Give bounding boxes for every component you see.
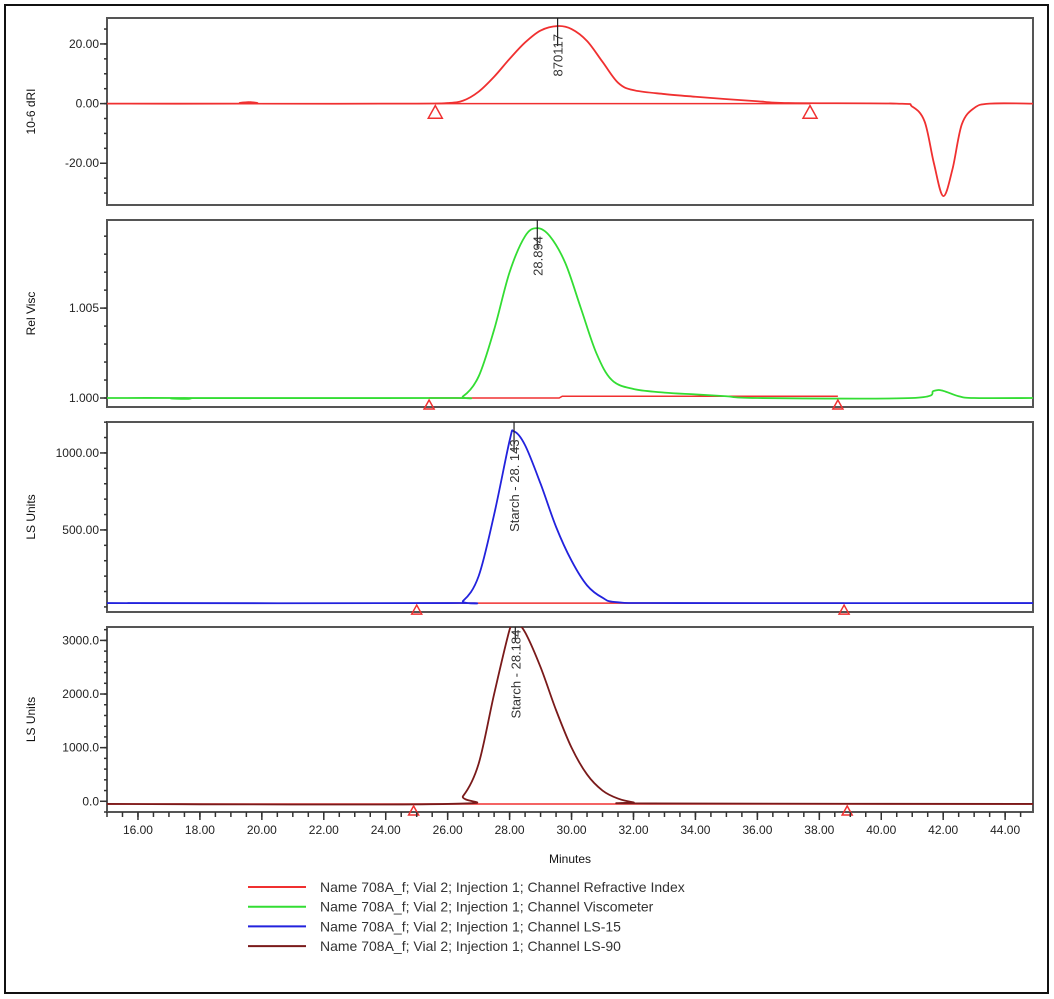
panel-3: 1000.00 500.00 LS Units Starch - 28. 143 (24, 421, 1034, 615)
y-tick-label: 2000.0 (62, 687, 99, 701)
x-tick-label: 32.00 (618, 823, 648, 837)
panel-1: 20.00 0.00 -20.00 10-6 dRI 870117 (24, 17, 1034, 206)
y-axis-title: LS Units (24, 697, 38, 742)
x-tick-label: 40.00 (866, 823, 896, 837)
x-tick-label: 26.00 (433, 823, 463, 837)
legend: Name 708A_f; Vial 2; Injection 1; Channe… (248, 879, 685, 954)
y-axis-title: 10-6 dRI (24, 88, 38, 134)
y-tick-label: 0.00 (76, 97, 100, 111)
plot-area (106, 421, 1034, 613)
legend-label: Name 708A_f; Vial 2; Injection 1; Channe… (320, 918, 621, 934)
x-tick-label: 30.00 (557, 823, 587, 837)
plot-area (106, 219, 1034, 408)
x-tick-label: 18.00 (185, 823, 215, 837)
peak-label: Starch - 28. 143 (507, 439, 522, 532)
y-tick-label: 1000.0 (62, 741, 99, 755)
y-tick-label: 1.000 (69, 391, 99, 405)
baseline-marker-triangle (410, 603, 423, 615)
x-tick-label: 34.00 (680, 823, 710, 837)
series-line (107, 227, 1033, 400)
plot-area (106, 17, 1034, 206)
series-line (107, 429, 1033, 605)
baseline-marker-triangle (407, 804, 420, 816)
x-tick-label: 22.00 (309, 823, 339, 837)
y-tick-label: 1.005 (69, 301, 99, 315)
legend-item: Name 708A_f; Vial 2; Injection 1; Channe… (248, 938, 621, 954)
integration-baseline (429, 395, 838, 399)
x-axis: 16.00 18.00 20.00 22.00 24.00 26.00 28.00 30.00… (106, 812, 1022, 837)
baseline-marker-triangle (801, 104, 819, 119)
baseline-marker-triangle (427, 104, 444, 119)
legend-item: Name 708A_f; Vial 2; Injection 1; Channe… (248, 918, 621, 934)
plot-area (106, 626, 1034, 813)
baseline-marker-triangle (422, 398, 436, 410)
series-line (107, 25, 1033, 197)
baseline-marker-triangle (837, 603, 851, 615)
y-tick-label: 0.0 (82, 794, 99, 808)
y-axis-title: Rel Visc (24, 292, 38, 336)
legend-label: Name 708A_f; Vial 2; Injection 1; Channe… (320, 938, 621, 954)
legend-label: Name 708A_f; Vial 2; Injection 1; Channe… (320, 899, 654, 915)
series-line (107, 627, 1033, 806)
y-tick-label: 1000.00 (56, 446, 100, 460)
x-tick-label: 36.00 (742, 823, 772, 837)
x-tick-label: 44.00 (990, 823, 1020, 837)
y-axis-title: LS Units (24, 494, 38, 539)
legend-item: Name 708A_f; Vial 2; Injection 1; Channe… (248, 899, 654, 915)
y-tick-label: -20.00 (65, 156, 99, 170)
baseline-marker-triangle (840, 804, 854, 816)
baseline-marker-triangle (831, 398, 845, 410)
panel-4: 3000.0 2000.0 1000.0 0.0 LS Units Starch - 28… (24, 626, 1034, 816)
x-tick-label: 16.00 (123, 823, 153, 837)
y-tick-label: 3000.0 (62, 633, 99, 647)
x-tick-label: 42.00 (928, 823, 958, 837)
x-tick-label: 24.00 (371, 823, 401, 837)
y-tick-label: 20.00 (69, 37, 99, 51)
x-axis-title: Minutes (549, 852, 591, 866)
panel-2: 1.005 1.000 Rel Visc 28.894 (24, 219, 1034, 410)
legend-item: Name 708A_f; Vial 2; Injection 1; Channe… (248, 879, 685, 895)
peak-label: Starch - 28.184 (508, 630, 523, 719)
peak-label: 870117 (551, 34, 566, 76)
x-tick-label: 28.00 (495, 823, 525, 837)
legend-label: Name 708A_f; Vial 2; Injection 1; Channe… (320, 879, 685, 895)
y-tick-label: 500.00 (62, 523, 99, 537)
peak-label: 28.894 (530, 236, 545, 276)
x-tick-label: 20.00 (247, 823, 277, 837)
x-tick-label: 38.00 (804, 823, 834, 837)
